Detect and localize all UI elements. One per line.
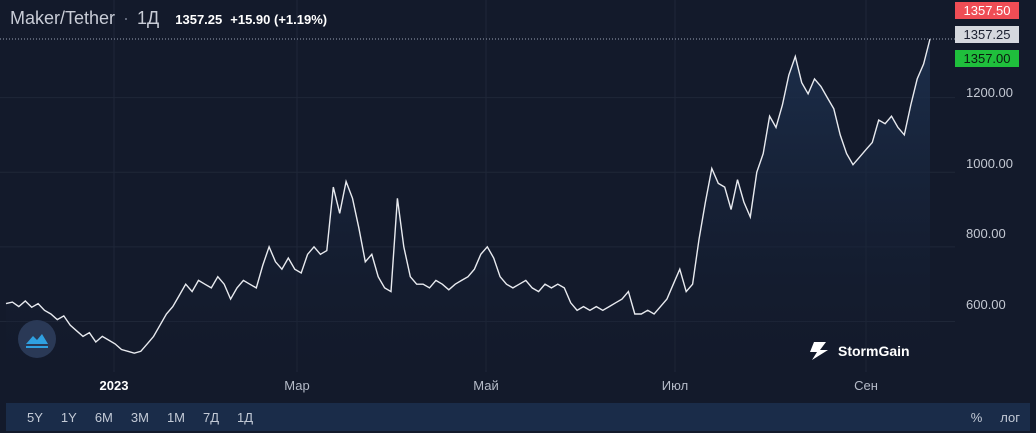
brand-watermark: StormGain — [808, 341, 910, 361]
y-tick-label: 1200.00 — [966, 85, 1013, 100]
y-tick-label: 600.00 — [966, 297, 1006, 312]
x-tick-label: Июл — [661, 378, 689, 393]
toolbar-right-group: % лог — [971, 403, 1020, 431]
period-1d-button[interactable]: 1Д — [237, 409, 254, 425]
period-3m-button[interactable]: 3M — [130, 409, 149, 425]
header-separator: · — [123, 8, 130, 28]
interval-label[interactable]: 1Д — [137, 8, 160, 28]
period-7d-button[interactable]: 7Д — [203, 409, 220, 425]
chart-area[interactable] — [0, 0, 1036, 400]
log-scale-button[interactable]: лог — [1000, 409, 1020, 425]
percent-scale-button[interactable]: % — [970, 409, 983, 425]
bid-price-tag: 1357.00 — [955, 50, 1019, 67]
period-1y-button[interactable]: 1Y — [60, 409, 77, 425]
price-chart[interactable] — [0, 0, 1036, 400]
y-tick-label: 1000.00 — [966, 156, 1013, 171]
price-line — [5, 38, 931, 354]
period-1m-button[interactable]: 1M — [166, 409, 185, 425]
x-tick-label: Сен — [854, 378, 878, 393]
stormgain-icon — [810, 342, 828, 360]
period-5y-button[interactable]: 5Y — [27, 409, 43, 425]
ask-price-tag: 1357.50 — [955, 2, 1019, 19]
last-price: 1357.25 — [175, 12, 223, 27]
stormgain-logo-icon[interactable] — [18, 320, 56, 358]
last-price-tag: 1357.25 — [955, 26, 1019, 43]
period-6m-button[interactable]: 6M — [94, 409, 113, 425]
x-tick-label: Мар — [284, 378, 310, 393]
x-tick-label: Май — [473, 378, 499, 393]
y-tick-label: 800.00 — [966, 226, 1006, 241]
x-tick-label: 2023 — [99, 378, 129, 393]
price-change: +15.90 (+1.19%) — [230, 12, 328, 27]
brand-name: StormGain — [838, 343, 910, 359]
bottom-toolbar: 5Y 1Y 6M 3M 1M 7Д 1Д % лог — [6, 403, 1030, 431]
chart-header: Maker/Tether · 1Д 1357.25 +15.90 (+1.19%… — [10, 8, 327, 32]
price-area — [6, 39, 930, 370]
pair-name[interactable]: Maker/Tether — [10, 8, 116, 28]
